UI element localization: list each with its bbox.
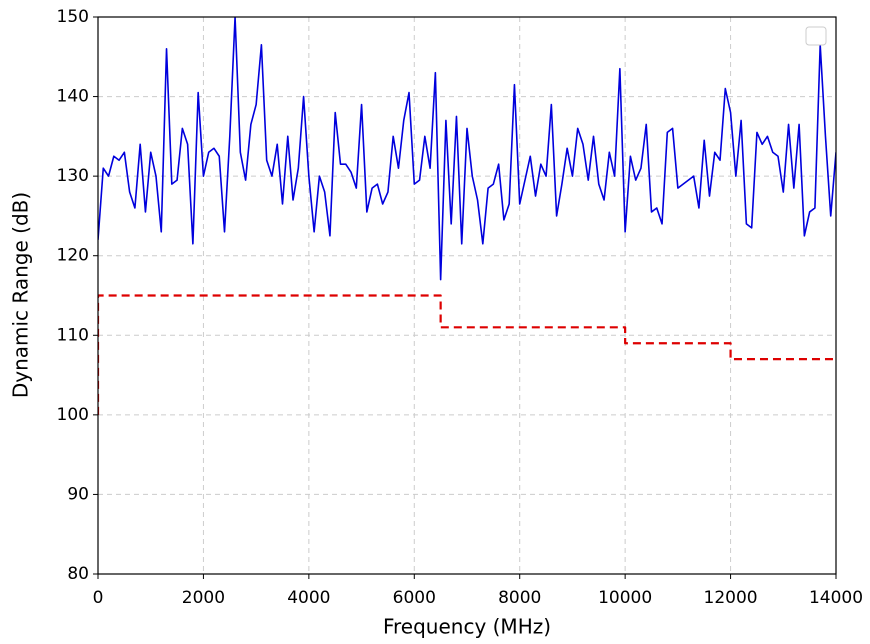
plot-frame xyxy=(97,16,837,575)
x-tick-label: 8000 xyxy=(498,588,541,608)
y-tick-label: 100 xyxy=(57,405,89,425)
plot-lines xyxy=(98,17,836,415)
x-tick-label: 14000 xyxy=(809,588,863,608)
x-axis-label: Frequency (MHz) xyxy=(383,615,551,639)
grid xyxy=(97,16,837,575)
y-tick-label: 80 xyxy=(67,564,89,584)
y-tick-label: 140 xyxy=(57,87,89,107)
series-line xyxy=(98,294,836,415)
x-tick-label: 10000 xyxy=(598,588,652,608)
series-line xyxy=(98,17,836,281)
x-tick-label: 4000 xyxy=(287,588,330,608)
legend-box xyxy=(805,26,827,46)
x-tick-label: 6000 xyxy=(393,588,436,608)
x-tick-label: 2000 xyxy=(182,588,225,608)
y-tick-label: 130 xyxy=(57,166,89,186)
y-tick-label: 90 xyxy=(67,484,89,504)
y-tick-label: 120 xyxy=(57,246,89,266)
x-tick-label: 12000 xyxy=(704,588,758,608)
y-tick-label: 110 xyxy=(57,325,89,345)
y-axis-label: Dynamic Range (dB) xyxy=(9,192,33,398)
x-tick-label: 0 xyxy=(93,588,104,608)
y-tick-label: 150 xyxy=(57,7,89,27)
